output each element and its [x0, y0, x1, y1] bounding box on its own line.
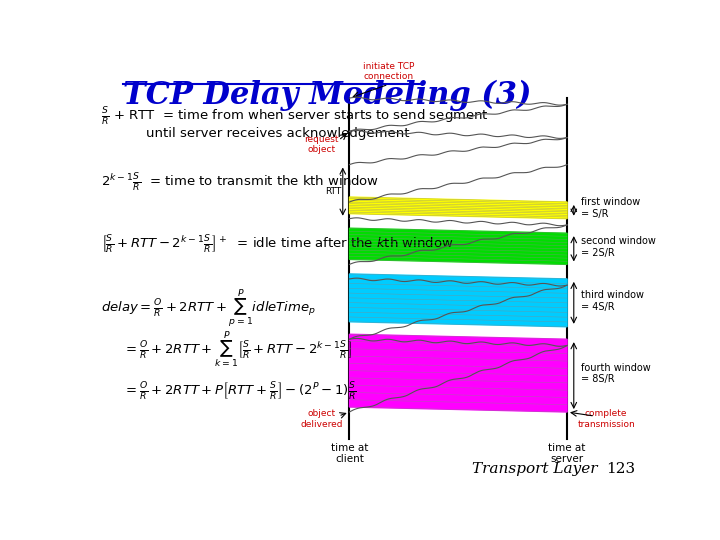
Text: $\left[\frac{S}{R} + RTT - 2^{k-1}\frac{S}{R}\right]^+$  = idle time after the $: $\left[\frac{S}{R} + RTT - 2^{k-1}\frac{… [101, 233, 454, 254]
Polygon shape [349, 274, 567, 327]
Text: time at
client: time at client [330, 443, 368, 464]
Text: initiate TCP
connection: initiate TCP connection [363, 62, 414, 82]
Polygon shape [349, 228, 567, 265]
Text: $= \frac{O}{R} + 2RTT + P\left[RTT + \frac{S}{R}\right] - (2^P - 1)\frac{S}{R}$: $= \frac{O}{R} + 2RTT + P\left[RTT + \fr… [124, 380, 357, 402]
Text: first window
= S/R: first window = S/R [581, 198, 640, 219]
Text: object
delivered: object delivered [300, 409, 343, 429]
Text: until server receives acknowledgement: until server receives acknowledgement [145, 127, 409, 140]
Text: Transport Layer: Transport Layer [472, 462, 598, 476]
Polygon shape [349, 334, 567, 412]
Text: RTT: RTT [325, 187, 341, 196]
Text: time at
server: time at server [549, 443, 586, 464]
Polygon shape [349, 197, 567, 219]
Text: $2^{k-1}\frac{S}{R}$  = time to transmit the kth window: $2^{k-1}\frac{S}{R}$ = time to transmit … [101, 172, 379, 194]
Text: third window
= 4S/R: third window = 4S/R [581, 290, 644, 312]
Text: fourth window
= 8S/R: fourth window = 8S/R [581, 363, 651, 384]
Text: complete
transmission: complete transmission [577, 409, 635, 429]
Text: $= \frac{O}{R} + 2RTT + \sum_{k=1}^{P}\left[\frac{S}{R} + RTT - 2^{k-1}\frac{S}{: $= \frac{O}{R} + 2RTT + \sum_{k=1}^{P}\l… [124, 329, 353, 370]
Text: $\frac{S}{R}$ + RTT  = time from when server starts to send segment: $\frac{S}{R}$ + RTT = time from when ser… [101, 106, 489, 128]
Text: $delay = \frac{O}{R} + 2RTT + \sum_{p=1}^{P} idleTime_p$: $delay = \frac{O}{R} + 2RTT + \sum_{p=1}… [101, 287, 316, 329]
Text: second window
= 2S/R: second window = 2S/R [581, 236, 656, 258]
Text: request
object: request object [305, 135, 339, 154]
Text: 123: 123 [606, 462, 635, 476]
Text: TCP Delay Modeling (3): TCP Delay Modeling (3) [124, 79, 532, 111]
